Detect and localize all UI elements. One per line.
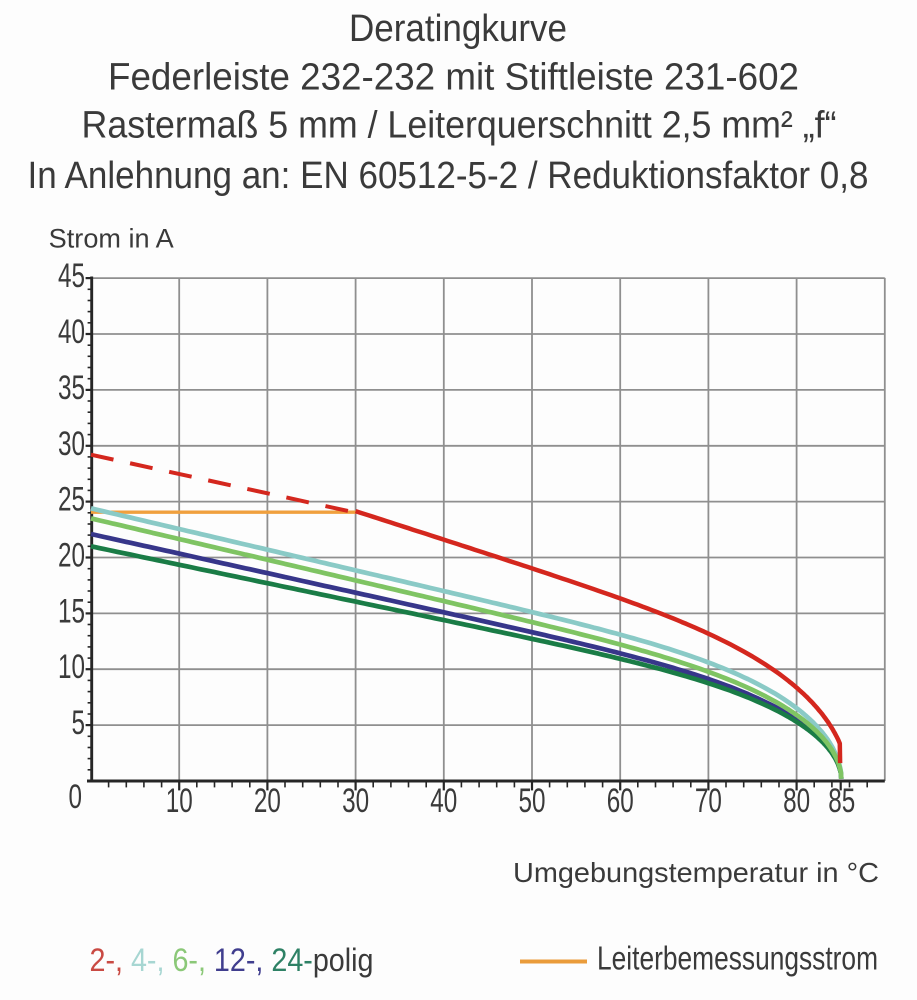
svg-text:25: 25 (58, 481, 85, 519)
svg-text:5: 5 (72, 704, 86, 742)
svg-text:10: 10 (58, 648, 85, 686)
svg-text:45: 45 (58, 257, 85, 295)
svg-text:0: 0 (69, 778, 83, 816)
svg-text:Federleiste 232-232 mit Stiftl: Federleiste 232-232 mit Stiftleiste 231-… (108, 56, 799, 98)
svg-text:50: 50 (519, 782, 546, 820)
svg-text:Deratingkurve: Deratingkurve (349, 8, 567, 50)
svg-text:Strom in A: Strom in A (49, 223, 174, 253)
svg-text:80: 80 (783, 782, 810, 820)
svg-text:85: 85 (828, 782, 855, 820)
svg-text:20: 20 (254, 782, 281, 820)
svg-text:30: 30 (58, 425, 85, 463)
svg-text:10: 10 (166, 782, 193, 820)
svg-text:2-, 4-, 6-, 12-, 24-polig: 2-, 4-, 6-, 12-, 24-polig (90, 942, 374, 978)
svg-text:Leiterbemessungsstrom: Leiterbemessungsstrom (597, 940, 878, 977)
svg-text:In Anlehnung an: EN 60512-5-2: In Anlehnung an: EN 60512-5-2 / Reduktio… (28, 155, 869, 197)
svg-text:20: 20 (58, 537, 85, 575)
svg-text:60: 60 (607, 782, 634, 820)
svg-text:40: 40 (58, 313, 85, 351)
svg-text:Umgebungstemperatur in °C: Umgebungstemperatur in °C (513, 857, 879, 888)
svg-text:Rastermaß 5 mm / Leiterquersch: Rastermaß 5 mm / Leiterquerschnitt 2,5 m… (82, 105, 837, 147)
svg-text:15: 15 (58, 592, 85, 630)
svg-text:30: 30 (342, 782, 369, 820)
svg-text:70: 70 (695, 782, 722, 820)
svg-text:35: 35 (58, 369, 85, 407)
svg-text:40: 40 (430, 782, 457, 820)
